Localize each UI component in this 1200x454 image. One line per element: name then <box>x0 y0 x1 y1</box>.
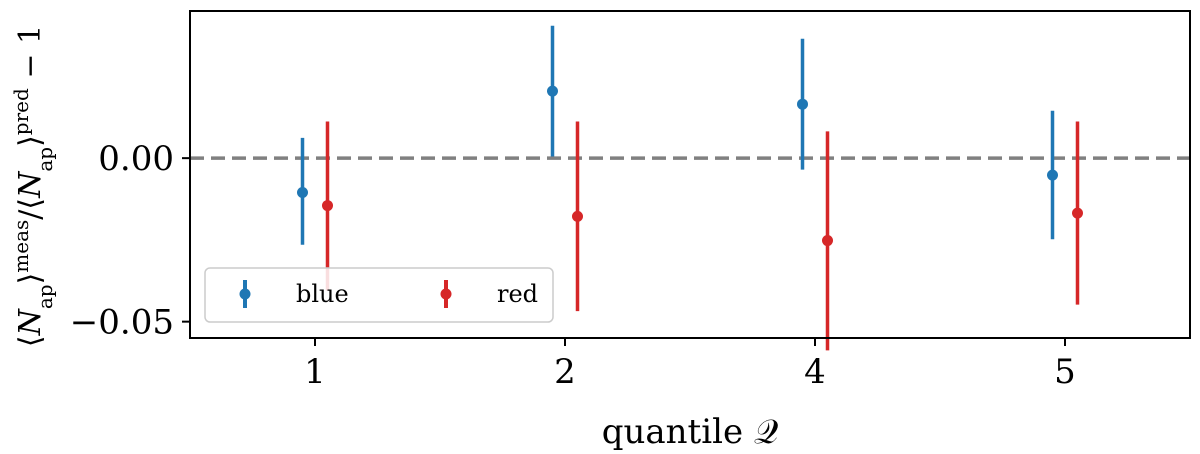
legend-red-label: red <box>497 280 538 308</box>
y-tick-label: −0.05 <box>70 303 174 343</box>
point-red-2 <box>572 210 583 222</box>
plot-frame <box>189 10 1191 339</box>
axis-ticks: 1 2 4 5 0.00 −0.05 <box>70 139 1076 392</box>
point-red-1 <box>322 200 333 212</box>
point-blue-2 <box>547 85 558 97</box>
x-tick-label-1: 1 <box>304 352 326 392</box>
x-tick-label-5: 5 <box>1054 352 1076 392</box>
point-blue-4 <box>797 98 808 110</box>
point-red-5 <box>1072 207 1083 219</box>
x-tick-label-2: 2 <box>554 352 576 392</box>
plot-content <box>190 25 1190 351</box>
legend-blue-label: blue <box>296 280 349 308</box>
point-red-4 <box>822 235 833 247</box>
y-axis-label: ⟨Nap⟩meas/⟨Nap⟩pred − 1 <box>9 25 57 347</box>
point-blue-5 <box>1047 169 1058 181</box>
x-axis-label: quantile 𝒬 <box>602 412 779 452</box>
x-tick-label-4: 4 <box>804 352 826 392</box>
legend: blue red <box>204 267 554 323</box>
legend-red-dot <box>440 288 452 300</box>
legend-blue-dot <box>239 288 251 300</box>
y-tick-label: 0.00 <box>98 139 174 179</box>
point-blue-1 <box>297 186 308 198</box>
legend-frame <box>204 267 554 323</box>
